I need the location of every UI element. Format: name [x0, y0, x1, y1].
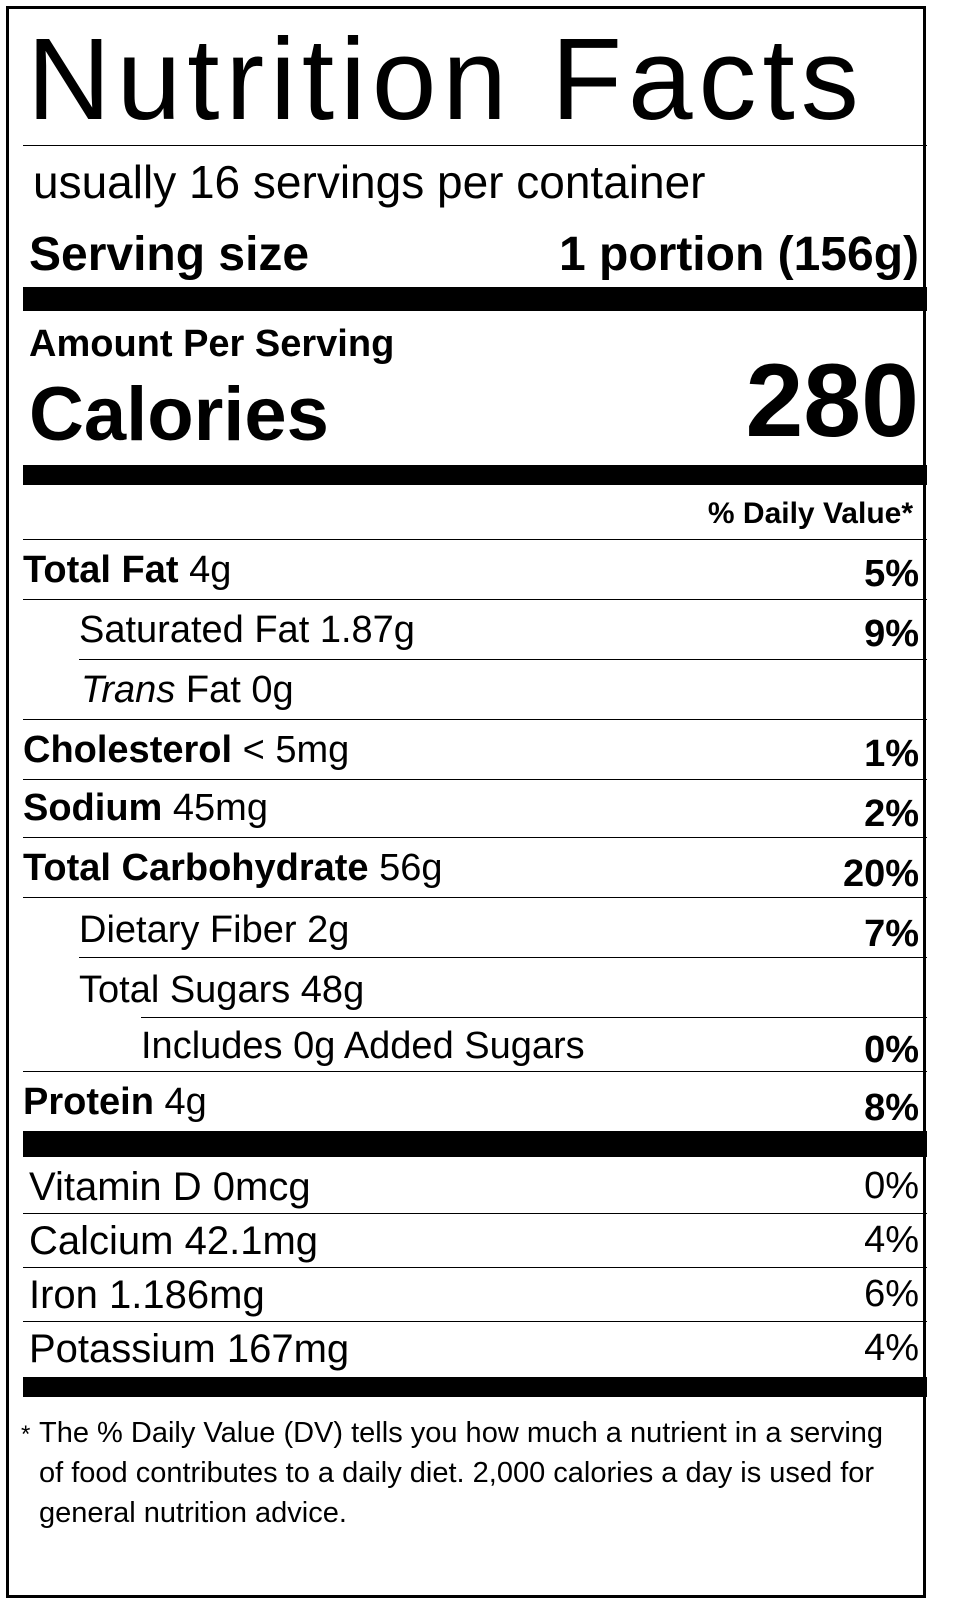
nutrient-row-sodium: Sodium 45mg [23, 789, 268, 827]
label-title: Nutrition Facts [27, 14, 865, 144]
vitamin-dv: 4% [864, 1219, 919, 1261]
nutrient-name: Total Carbohydrate [23, 847, 369, 889]
nutrient-dv: 9% [864, 613, 919, 655]
nutrient-name: Fat [185, 669, 241, 711]
footnote-text: The % Daily Value (DV) tells you how muc… [39, 1417, 884, 1529]
thick-divider [23, 1377, 927, 1397]
vitamin-row: Potassium 167mg [29, 1327, 350, 1371]
divider [79, 659, 927, 660]
vitamin-dv: 6% [864, 1273, 919, 1315]
nutrient-amount: 45mg [172, 787, 268, 829]
nutrient-row-trans-fat: Trans Fat 0g [81, 671, 294, 709]
divider [23, 539, 927, 540]
divider [23, 1321, 927, 1322]
amount-per-serving: Amount Per Serving [29, 323, 395, 365]
nutrient-amount: 1.87g [319, 609, 415, 651]
calories-value: 280 [745, 343, 919, 459]
divider [141, 1017, 927, 1018]
nutrient-name: Saturated Fat [79, 609, 310, 651]
divider [23, 1213, 927, 1214]
vitamin-row: Iron 1.186mg [29, 1273, 265, 1317]
nutrient-dv: 7% [864, 913, 919, 955]
divider [23, 837, 927, 838]
nutrient-row-protein: Protein 4g [23, 1083, 207, 1121]
nutrient-name-italic: Trans [81, 669, 176, 711]
serving-size-label: Serving size [29, 228, 310, 281]
footnote: * The % Daily Value (DV) tells you how m… [21, 1413, 901, 1533]
servings-per-container: usually 16 servings per container [33, 156, 706, 208]
divider [79, 957, 927, 958]
divider [23, 897, 927, 898]
thick-divider [23, 287, 927, 311]
thick-divider [23, 465, 927, 485]
nutrient-dv: 20% [842, 853, 919, 895]
divider [23, 719, 927, 720]
nutrient-dv: 2% [864, 793, 919, 835]
nutrient-amount: 48g [300, 969, 365, 1011]
nutrient-name: Dietary Fiber [79, 909, 297, 951]
divider [23, 1071, 927, 1072]
nutrient-amount: 0g [251, 669, 294, 711]
nutrition-facts-label: Nutrition Facts usually 16 servings per … [6, 6, 927, 1598]
vitamin-dv: 4% [864, 1327, 919, 1369]
nutrient-dv: 1% [864, 733, 919, 775]
divider [23, 779, 927, 780]
nutrient-row-dietary-fiber: Dietary Fiber 2g [79, 911, 349, 949]
nutrient-amount: < 5mg [242, 729, 350, 771]
nutrient-amount: 4g [164, 1081, 207, 1123]
nutrient-name: Total Sugars [79, 969, 291, 1011]
vitamin-row: Calcium 42.1mg [29, 1219, 319, 1263]
nutrient-row-total-sugars: Total Sugars 48g [79, 971, 364, 1009]
divider [23, 599, 927, 600]
nutrient-dv: 8% [864, 1087, 919, 1129]
nutrient-amount: 4g [189, 549, 232, 591]
nutrient-name: Total Fat [23, 549, 179, 591]
daily-value-header: % Daily Value* [707, 497, 913, 530]
divider [23, 145, 927, 146]
nutrient-dv: 5% [864, 553, 919, 595]
serving-size-value: 1 portion (156g) [558, 228, 919, 281]
divider [23, 1267, 927, 1268]
nutrient-row-cholesterol: Cholesterol < 5mg [23, 731, 349, 769]
nutrient-amount: 2g [307, 909, 350, 951]
nutrient-amount: 56g [379, 847, 443, 889]
footnote-star: * [21, 1421, 31, 1448]
nutrient-row-added-sugars: Includes 0g Added Sugars [141, 1025, 585, 1067]
thick-divider [23, 1131, 927, 1157]
vitamin-row: Vitamin D 0mcg [29, 1165, 311, 1209]
nutrient-name: Protein [23, 1081, 154, 1123]
nutrient-name: Sodium [23, 787, 163, 829]
nutrient-row-total-fat: Total Fat 4g [23, 551, 231, 589]
calories-label: Calories [29, 372, 329, 457]
nutrient-name: Cholesterol [23, 729, 233, 771]
nutrient-dv: 0% [864, 1029, 919, 1071]
nutrient-row-total-carbohydrate: Total Carbohydrate 56g [23, 849, 443, 887]
vitamin-dv: 0% [864, 1165, 919, 1207]
nutrient-row-saturated-fat: Saturated Fat 1.87g [79, 611, 415, 649]
